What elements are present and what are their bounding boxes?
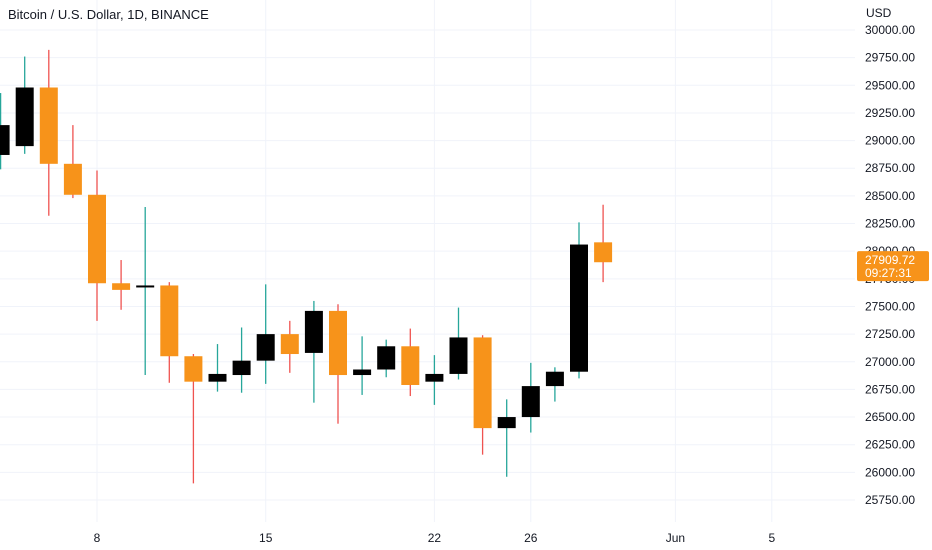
y-tick-label: 27000.00 bbox=[865, 355, 915, 369]
candles[interactable] bbox=[0, 49, 613, 484]
candle-body bbox=[39, 87, 58, 164]
grid-lines bbox=[0, 0, 855, 522]
candle-body bbox=[63, 163, 82, 195]
candle-body bbox=[208, 373, 227, 382]
candle[interactable] bbox=[570, 222, 588, 379]
candle[interactable] bbox=[353, 336, 372, 395]
chart-title: Bitcoin / U.S. Dollar, 1D, BINANCE bbox=[8, 7, 209, 22]
candle-body bbox=[545, 371, 564, 387]
last-price-value: 27909.72 bbox=[865, 253, 915, 267]
candle-body bbox=[570, 244, 588, 372]
candle[interactable] bbox=[184, 354, 203, 484]
candle[interactable] bbox=[208, 344, 227, 392]
candle-body bbox=[449, 337, 468, 374]
y-tick-label: 26750.00 bbox=[865, 382, 915, 396]
y-tick-label: 26500.00 bbox=[865, 410, 915, 424]
currency-label: USD bbox=[866, 6, 892, 20]
candle[interactable] bbox=[401, 328, 420, 397]
candle[interactable] bbox=[15, 56, 34, 154]
candle[interactable] bbox=[545, 367, 564, 402]
candle-body bbox=[425, 373, 444, 382]
candle[interactable] bbox=[0, 93, 10, 170]
candle-body bbox=[280, 334, 299, 355]
x-tick-label: 15 bbox=[259, 531, 273, 545]
y-tick-label: 29500.00 bbox=[865, 78, 915, 92]
x-tick-label: Jun bbox=[666, 531, 685, 545]
x-tick-label: 8 bbox=[94, 531, 101, 545]
candle-body bbox=[377, 346, 396, 370]
y-tick-label: 28500.00 bbox=[865, 189, 915, 203]
candle-body bbox=[15, 87, 34, 147]
candle-body bbox=[401, 346, 420, 385]
y-tick-label: 25750.00 bbox=[865, 493, 915, 507]
candle-body bbox=[353, 369, 372, 376]
candle[interactable] bbox=[232, 327, 251, 393]
x-axis[interactable]: 8 15 22 26 Jun 5 bbox=[94, 531, 776, 545]
y-tick-label: 26250.00 bbox=[865, 438, 915, 452]
y-tick-label: 28250.00 bbox=[865, 217, 915, 231]
candle-body bbox=[304, 310, 323, 353]
candle-body bbox=[521, 386, 540, 418]
candle[interactable] bbox=[521, 362, 540, 433]
y-tick-label: 26000.00 bbox=[865, 465, 915, 479]
x-tick-label: 22 bbox=[428, 531, 442, 545]
candle[interactable] bbox=[473, 335, 492, 455]
y-tick-label: 29250.00 bbox=[865, 106, 915, 120]
candle[interactable] bbox=[63, 125, 82, 199]
candle[interactable] bbox=[425, 355, 444, 405]
candle[interactable] bbox=[304, 300, 323, 403]
y-tick-label: 28750.00 bbox=[865, 161, 915, 175]
candle[interactable] bbox=[112, 260, 131, 310]
x-tick-label: 5 bbox=[768, 531, 775, 545]
candle[interactable] bbox=[449, 307, 468, 380]
candle[interactable] bbox=[329, 304, 347, 424]
candle-body bbox=[160, 285, 179, 357]
candle-body bbox=[329, 310, 347, 376]
y-tick-label: 29000.00 bbox=[865, 134, 915, 148]
candle[interactable] bbox=[256, 284, 275, 384]
y-tick-label: 27250.00 bbox=[865, 327, 915, 341]
candle-body bbox=[0, 125, 10, 155]
candle-body bbox=[112, 283, 131, 290]
candle-body bbox=[473, 337, 492, 429]
candle-body bbox=[136, 285, 155, 288]
candle[interactable] bbox=[377, 339, 396, 378]
candle-body bbox=[88, 194, 106, 284]
candle[interactable] bbox=[39, 49, 58, 216]
candle-body bbox=[497, 417, 516, 429]
y-axis[interactable]: USD 30000.00 29750.00 29500.00 29250.00 2900… bbox=[865, 6, 915, 507]
y-tick-label: 30000.00 bbox=[865, 23, 915, 37]
candle-body bbox=[594, 242, 613, 263]
candle-body bbox=[184, 356, 203, 382]
last-price-tag: 27909.72 09:27:31 bbox=[857, 251, 929, 282]
candle[interactable] bbox=[136, 206, 155, 376]
candle[interactable] bbox=[88, 170, 106, 321]
y-tick-label: 27500.00 bbox=[865, 299, 915, 313]
countdown-timer: 09:27:31 bbox=[865, 266, 912, 280]
candle-body bbox=[256, 334, 275, 361]
candle-body bbox=[232, 360, 251, 376]
last-price-tag-background bbox=[857, 251, 929, 282]
candle[interactable] bbox=[280, 320, 299, 373]
y-tick-label: 29750.00 bbox=[865, 51, 915, 65]
candle[interactable] bbox=[497, 399, 516, 477]
x-tick-label: 26 bbox=[524, 531, 538, 545]
candle[interactable] bbox=[160, 282, 179, 383]
candle[interactable] bbox=[594, 204, 613, 283]
